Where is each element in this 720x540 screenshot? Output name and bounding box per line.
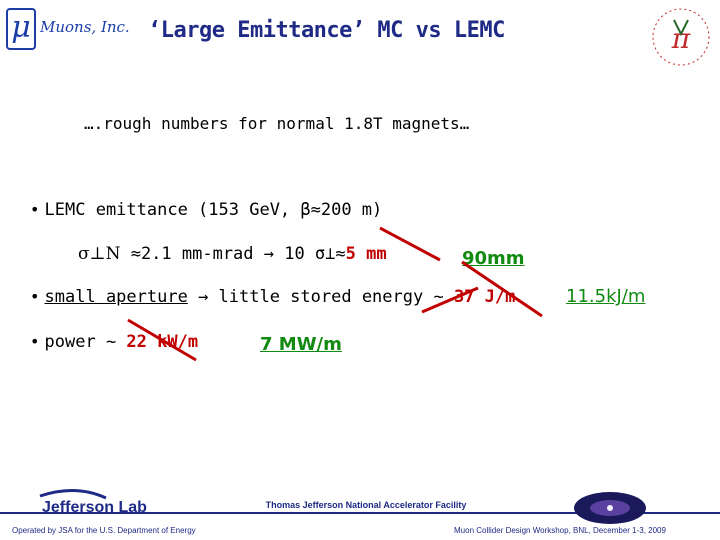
footer-divider: [0, 512, 720, 514]
beam-size-value: 5 mm: [345, 244, 387, 264]
strike-power: [127, 318, 197, 362]
slide-title: ‘Large Emittance’ MC vs LEMC: [148, 18, 505, 43]
formula-middle: ≈2.1 mm-mrad → 10 σ⊥≈: [120, 244, 346, 264]
emittance-formula: σ⊥N ≈2.1 mm-mrad → 10 σ⊥≈5 mm: [78, 244, 387, 264]
power-text: power ~: [44, 332, 127, 352]
strike-beam-size: [379, 226, 441, 262]
bullet-power: • power ~ 22 kW/m: [30, 332, 198, 352]
bullet-dot: •: [30, 200, 45, 219]
power-annotation: 7 MW/m: [260, 334, 342, 355]
jefferson-lab-logo: Jefferson Lab: [39, 488, 147, 516]
bullet-dot: •: [30, 332, 45, 351]
aperture-annotation: 90mm: [462, 248, 525, 269]
bullet-dot: •: [30, 287, 45, 306]
subtitle: ….rough numbers for normal 1.8T magnets…: [84, 114, 470, 133]
operator-note: Operated by JSA for the U.S. Department …: [12, 526, 196, 535]
stored-energy-text: → little stored energy ~: [187, 287, 454, 307]
bullet-small-aperture: • small aperture → little stored energy …: [30, 287, 515, 307]
jefferson-lab-text: Jefferson Lab: [42, 499, 147, 516]
collaboration-logo-icon: π: [652, 8, 710, 66]
muons-inc-logo-text: Muons, Inc.: [40, 18, 130, 36]
small-aperture-text: small aperture: [44, 287, 188, 307]
strike-energy: [461, 260, 543, 318]
muons-inc-logo-symbol: μ: [6, 8, 36, 50]
sigma-perp-n: σ⊥N: [78, 244, 121, 264]
strike-mrad: [421, 286, 479, 314]
facility-name: Thomas Jefferson National Accelerator Fa…: [265, 500, 467, 510]
workshop-logo-icon: [574, 492, 646, 524]
bullet-lemc-emittance: • LEMC emittance (153 GeV, β≈200 m): [30, 200, 382, 220]
pi-symbol: π: [671, 22, 691, 55]
power-value: 22 kW/m: [126, 332, 199, 352]
bullet-text: LEMC emittance (153 GeV, β≈200 m): [44, 200, 383, 220]
energy-annotation: 11.5kJ/m: [566, 286, 646, 307]
workshop-note: Muon Collider Design Workshop, BNL, Dece…: [454, 526, 666, 535]
